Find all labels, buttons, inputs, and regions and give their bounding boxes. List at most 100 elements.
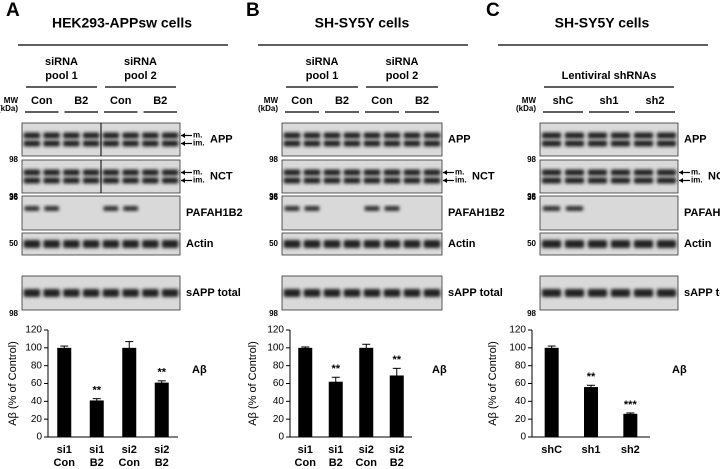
mw-marker: 98 (527, 309, 536, 318)
blot-name: sAPP total (448, 287, 503, 299)
band (23, 289, 41, 297)
x-tick-label: si2 (122, 444, 137, 456)
blot-name: APP (210, 133, 233, 145)
y-tick-label: 60 (515, 378, 527, 389)
band (23, 169, 41, 176)
band (565, 206, 584, 211)
y-tick-label: 60 (31, 378, 43, 389)
bar (57, 347, 72, 437)
x-tick-label: si1 (298, 444, 313, 456)
bar (389, 375, 404, 437)
x-tick-label: sh2 (621, 444, 640, 456)
panel-letter: A (6, 0, 20, 21)
band (23, 132, 41, 139)
band (303, 177, 321, 184)
band (343, 140, 361, 147)
arrow-head (181, 178, 185, 183)
significance: ** (92, 385, 101, 397)
band (610, 177, 631, 184)
mw-marker: 36 (9, 193, 18, 202)
band (423, 169, 441, 176)
band-marker: m. (193, 131, 202, 140)
band (44, 206, 60, 211)
band (541, 140, 562, 147)
blot-name: APP (684, 133, 707, 145)
y-tick-label: 0 (278, 432, 284, 443)
blot (539, 122, 679, 157)
band (656, 240, 677, 248)
y-tick-label: 100 (509, 342, 526, 353)
y-axis-label: Aβ (% of Control) (7, 341, 19, 426)
band (564, 169, 585, 176)
mw-marker: 50 (9, 239, 18, 248)
bar (623, 413, 638, 437)
band (123, 206, 139, 211)
band (303, 240, 321, 248)
band (142, 169, 159, 176)
x-tick-label: shC (541, 444, 562, 456)
mw-label: MW (522, 96, 537, 105)
band (587, 177, 608, 184)
band (82, 132, 100, 139)
y-tick-label: 80 (515, 360, 527, 371)
blot-name: APP (448, 133, 471, 145)
band (423, 140, 441, 147)
x-tick-label: B2 (390, 457, 404, 469)
lane-label: B2 (74, 95, 88, 107)
band (633, 169, 654, 176)
mw-marker: 36 (527, 193, 536, 202)
band (610, 240, 631, 248)
band (63, 132, 80, 139)
mw-label: (kDa) (516, 104, 536, 113)
group-label: siRNA (385, 56, 418, 68)
band (403, 169, 421, 176)
arrow-head (181, 141, 185, 146)
band (541, 240, 562, 248)
mw-marker: 98 (269, 155, 278, 164)
band (161, 132, 179, 139)
band (303, 289, 321, 297)
band (587, 140, 608, 147)
blot (281, 122, 443, 157)
band (82, 240, 100, 248)
band (303, 140, 321, 147)
band (102, 140, 120, 147)
lane-label: Con (110, 95, 132, 107)
band (82, 140, 100, 147)
y-tick-label: 120 (267, 325, 284, 336)
band (24, 206, 40, 211)
band (43, 240, 60, 248)
band (161, 140, 179, 147)
y-tick-label: 0 (520, 432, 526, 443)
lane-label: Con (31, 95, 53, 107)
group-label: pool 2 (124, 70, 156, 82)
band (82, 169, 100, 176)
band (564, 240, 585, 248)
band (122, 132, 139, 139)
band (423, 289, 441, 297)
band (343, 169, 361, 176)
band (142, 240, 159, 248)
band (403, 132, 421, 139)
band-marker: im. (193, 139, 205, 148)
band (122, 240, 139, 248)
band (323, 169, 341, 176)
band (383, 132, 401, 139)
bar (359, 347, 374, 437)
series-label: Aβ (432, 364, 447, 376)
band (423, 177, 441, 184)
band-marker: im. (193, 176, 205, 185)
lane-label: sh1 (600, 95, 619, 107)
mw-marker: 36 (269, 193, 278, 202)
band (303, 132, 321, 139)
band (610, 140, 631, 147)
blot (539, 275, 679, 311)
band (633, 240, 654, 248)
blot-name: NCT (210, 170, 233, 182)
band (161, 289, 179, 297)
mw-marker: 98 (527, 192, 536, 201)
group-label: pool 1 (306, 70, 338, 82)
band (403, 177, 421, 184)
blot (281, 195, 443, 231)
x-tick-label: B2 (90, 457, 104, 469)
